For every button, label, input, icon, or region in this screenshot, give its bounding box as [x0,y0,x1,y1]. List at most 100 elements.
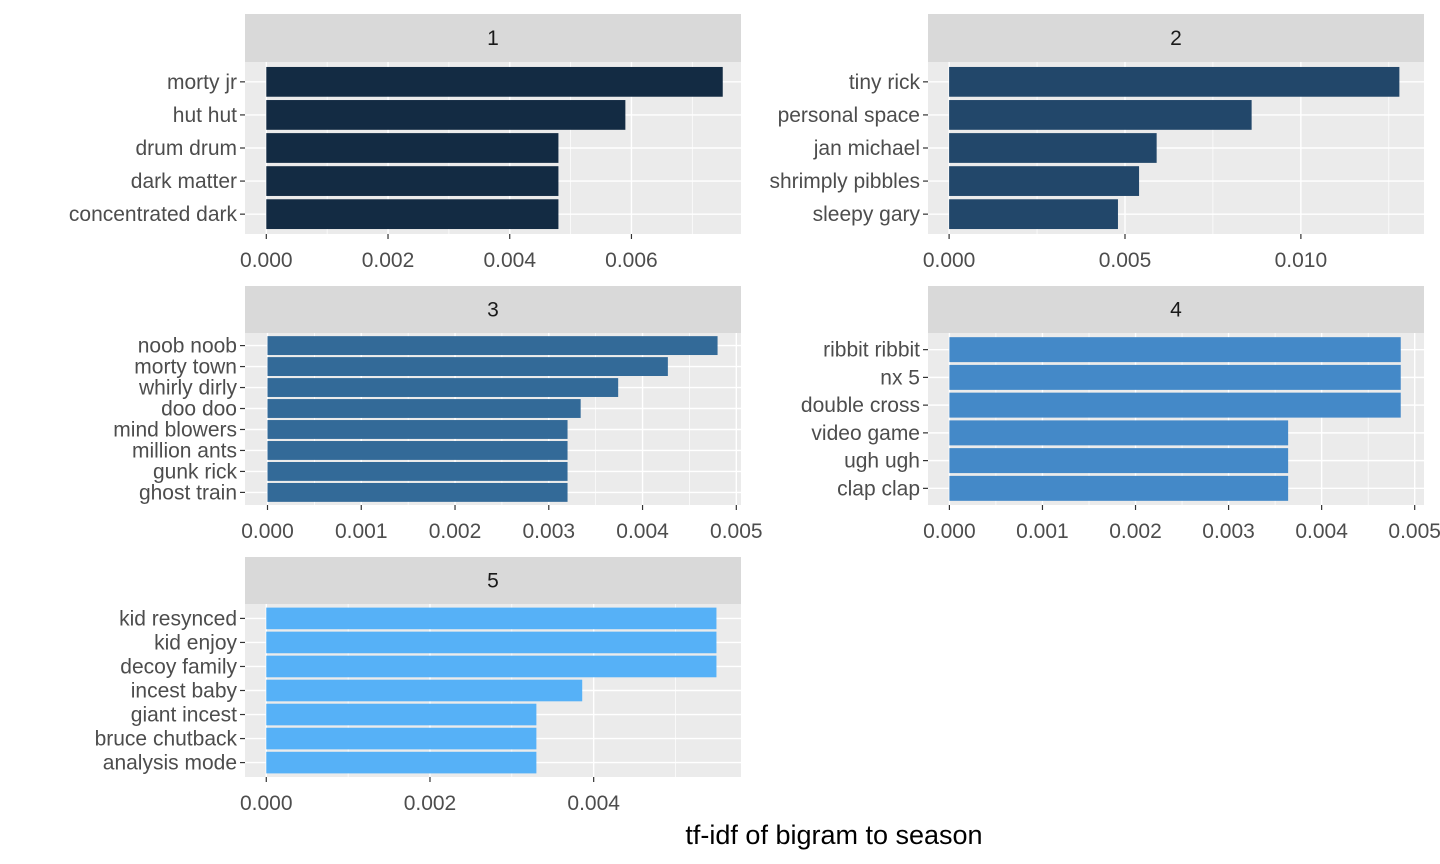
y-tick-label: kid enjoy [154,631,237,654]
y-tick-label: morty town [134,356,237,379]
x-tick-label: 0.010 [1275,249,1328,272]
facet-strip-label: 1 [487,27,499,50]
y-tick-label: million ants [132,439,237,462]
y-tick-label: incest baby [131,680,238,703]
x-tick-label: 0.002 [1109,520,1162,543]
x-tick-label: 0.004 [1295,520,1348,543]
facet-strip [245,286,741,333]
y-tick-label: hut hut [173,104,237,127]
y-tick-label: giant incest [131,704,237,727]
y-tick-label: dark matter [131,170,237,193]
bar-dark-matter [266,166,559,196]
bar-kid-enjoy [266,631,717,654]
y-tick-label: noob noob [138,335,237,358]
x-tick-label: 0.002 [362,249,415,272]
y-tick-label: ugh ugh [844,450,920,473]
bar-noob-noob [267,336,718,356]
bar-bruce-chutback [266,727,537,750]
x-tick-label: 0.000 [240,249,293,272]
bar-jan-michael [949,133,1157,163]
bar-hut-hut [266,100,626,130]
bar-video-game [949,420,1289,446]
x-tick-label: 0.005 [1099,249,1152,272]
x-tick-label: 0.003 [1202,520,1255,543]
x-tick-label: 0.001 [1016,520,1069,543]
facet-panel-1: 1 morty jr hut hut drum drum dark matter conc… [69,14,741,272]
bar-double-cross [949,392,1401,418]
y-tick-label: tiny rick [849,71,921,94]
y-tick-label: concentrated dark [69,203,238,226]
x-tick-label: 0.005 [710,520,763,543]
bar-sleepy-gary [949,199,1118,230]
facet-panel-2: 2 tiny rick personal space jan michael shrim… [769,14,1424,272]
bar-gunk-rick [267,462,568,481]
bar-kid-resynced [266,607,717,630]
facet-strip [928,286,1424,333]
panels-layer: 1 morty jr hut hut drum drum dark matter conc… [69,14,1440,815]
x-tick-label: 0.004 [616,520,669,543]
bar-doo-doo [267,399,581,418]
bar-drum-drum [266,133,559,163]
bar-decoy-family [266,655,717,678]
y-tick-label: ghost train [139,481,237,504]
bar-mind-blowers [267,420,568,439]
bar-clap-clap [949,475,1289,501]
x-tick-label: 0.003 [523,520,576,543]
bar-ghost-train [267,482,568,502]
x-tick-label: 0.006 [605,249,658,272]
y-tick-label: whirly dirly [138,377,238,400]
bar-nx-5 [949,364,1401,390]
bar-million-ants [267,441,568,460]
facet-panel-4: 4 ribbit ribbit nx 5 double cross video game… [801,286,1440,543]
y-tick-label: video game [811,422,920,445]
y-tick-label: double cross [801,394,920,417]
y-tick-label: ribbit ribbit [823,339,920,362]
x-tick-label: 0.004 [567,792,620,815]
y-tick-label: sleepy gary [813,203,921,226]
y-tick-label: mind blowers [113,418,237,441]
y-tick-label: kid resynced [119,607,237,630]
x-tick-label: 0.000 [240,792,293,815]
bar-whirly-dirly [267,378,619,397]
y-tick-label: clap clap [837,477,920,500]
y-tick-label: gunk rick [153,460,238,483]
facet-strip [245,557,741,604]
y-tick-label: bruce chutback [95,728,238,751]
x-tick-label: 0.004 [483,249,536,272]
bar-incest-baby [266,679,583,702]
y-tick-label: personal space [778,104,920,127]
facet-strip [245,14,741,62]
x-axis-title: tf-idf of bigram to season [685,820,982,850]
y-tick-label: nx 5 [880,366,920,389]
y-tick-label: drum drum [135,137,237,160]
bar-morty-jr [266,66,723,97]
y-tick-label: morty jr [167,71,237,94]
x-tick-label: 0.002 [429,520,482,543]
y-tick-label: analysis mode [103,752,237,775]
bar-morty-town [267,357,668,376]
bar-ugh-ugh [949,448,1289,474]
bar-personal-space [949,100,1252,130]
facet-strip-label: 3 [487,299,499,322]
bar-concentrated-dark [266,199,559,230]
bar-shrimply-pibbles [949,166,1140,196]
x-tick-label: 0.005 [1388,520,1440,543]
bar-analysis-mode [266,751,537,774]
x-tick-label: 0.000 [923,249,976,272]
x-tick-label: 0.000 [241,520,294,543]
y-tick-label: doo doo [161,398,237,421]
y-tick-label: decoy family [120,655,237,678]
x-tick-label: 0.000 [923,520,976,543]
y-tick-label: shrimply pibbles [769,170,920,193]
bar-tiny-rick [949,66,1400,97]
x-tick-label: 0.001 [335,520,388,543]
facet-strip [928,14,1424,62]
bar-giant-incest [266,703,537,726]
facet-strip-label: 5 [487,570,499,593]
y-tick-label: jan michael [813,137,920,160]
facet-strip-label: 2 [1170,27,1182,50]
bar-ribbit-ribbit [949,337,1401,363]
